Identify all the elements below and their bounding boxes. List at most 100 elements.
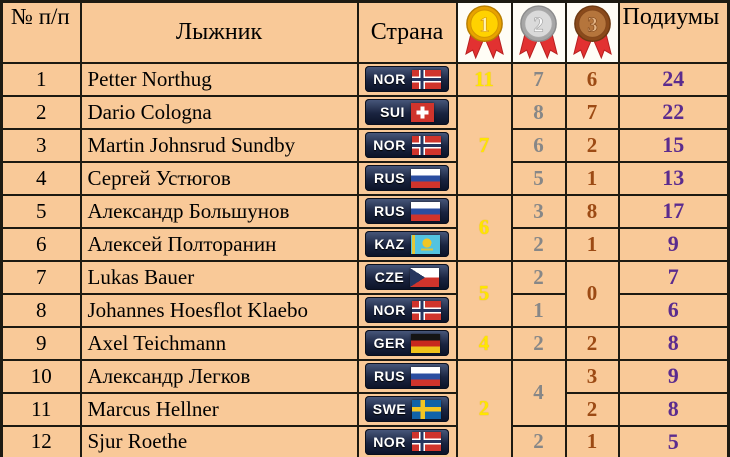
header-rank: № п/п: [0, 0, 82, 64]
cell-country: RUS: [356, 358, 458, 394]
cell-skier-name: Petter Northug: [79, 61, 359, 97]
gold-medal-number: 1: [479, 15, 489, 37]
cell-skier-name: Александр Большунов: [79, 193, 359, 229]
country-badge: SUI: [365, 99, 449, 125]
cell-bronze-count: 8: [564, 193, 620, 229]
country-badge: KAZ: [365, 231, 449, 257]
country-flag-icon: [411, 201, 441, 221]
country-badge: RUS: [365, 363, 449, 389]
header-bronze: 3: [564, 0, 620, 64]
cell-podiums-count: 24: [617, 61, 730, 97]
cell-skier-name: Алексей Полторанин: [79, 226, 359, 262]
cell-podiums-count: 8: [617, 391, 730, 427]
cell-bronze-count: 1: [564, 424, 620, 457]
cell-skier-name: Martin Johnsrud Sundby: [79, 127, 359, 163]
cell-country: NOR: [356, 127, 458, 163]
table-row: 8 Johannes Hoesflot Klaebo NOR 1 6: [0, 292, 730, 328]
country-code: CZE: [374, 269, 405, 285]
cell-podiums-count: 5: [617, 424, 730, 457]
cell-bronze-count: 2: [564, 325, 620, 361]
header-gold: 1: [455, 0, 513, 64]
bronze-medal-icon: 3: [572, 5, 612, 60]
cell-podiums-count: 22: [617, 94, 730, 130]
cell-skier-name: Marcus Hellner: [79, 391, 359, 427]
silver-medal-icon: 2: [519, 5, 558, 60]
table-row: 2 Dario Cologna SUI 7 8 7 22: [0, 94, 730, 196]
cell-skier-name: Lukas Bauer: [79, 259, 359, 295]
cell-bronze-count: 3: [564, 358, 620, 394]
cell-gold-count-merged: 2: [455, 358, 513, 457]
cell-country: NOR: [356, 292, 458, 328]
cell-rank: 5: [0, 193, 82, 229]
country-badge: SWE: [365, 396, 449, 422]
country-badge: RUS: [365, 198, 449, 224]
cell-bronze-count: 2: [564, 127, 620, 163]
country-code: KAZ: [374, 236, 405, 252]
cell-silver-count: 8: [510, 94, 567, 130]
cell-bronze-count: 1: [564, 160, 620, 196]
country-code: NOR: [373, 433, 406, 450]
country-code: SWE: [372, 401, 407, 417]
cell-rank: 2: [0, 94, 82, 130]
country-flag-icon: [411, 366, 441, 386]
cell-bronze-count: 1: [564, 226, 620, 262]
cell-podiums-count: 6: [617, 292, 730, 328]
cell-rank: 9: [0, 325, 82, 361]
cell-podiums-count: 15: [617, 127, 730, 163]
table-row: 7 Lukas Bauer CZE 5 2 0 7: [0, 259, 730, 328]
country-flag-icon: [411, 135, 441, 155]
country-flag-icon: [412, 399, 442, 419]
country-code: RUS: [373, 368, 406, 384]
country-code: RUS: [373, 170, 406, 186]
cell-podiums-count: 17: [617, 193, 730, 229]
cell-rank: 11: [0, 391, 82, 427]
country-badge: NOR: [365, 66, 449, 92]
country-badge: NOR: [365, 428, 449, 455]
table-row: 10 Александр Легков RUS 2 4 3 9: [0, 358, 730, 457]
cell-rank: 6: [0, 226, 82, 262]
table-row: 12 Sjur Roethe NOR 2 1 5: [0, 424, 730, 457]
country-badge: NOR: [365, 132, 449, 158]
cell-skier-name: Сергей Устюгов: [79, 160, 359, 196]
cell-silver-count: 2: [510, 259, 567, 295]
table-row: 6 Алексей Полторанин KAZ 2 1 9: [0, 226, 730, 262]
cell-country: KAZ: [356, 226, 458, 262]
country-code: SUI: [380, 104, 405, 120]
country-flag-icon: [411, 69, 441, 89]
country-code: NOR: [373, 71, 406, 87]
header-row: № п/п Лыжник Страна 1 2: [0, 0, 730, 64]
cell-silver-count: 2: [510, 226, 567, 262]
cell-country: NOR: [356, 61, 458, 97]
cell-gold-count-merged: 5: [455, 259, 513, 328]
cell-rank: 4: [0, 160, 82, 196]
cell-skier-name: Dario Cologna: [79, 94, 359, 130]
table-row: 1 Petter Northug NOR 11 7 6 24: [0, 61, 730, 97]
cell-rank: 12: [0, 424, 82, 457]
cell-bronze-count: 7: [564, 94, 620, 130]
cell-silver-count: 2: [510, 424, 567, 457]
table-row: 11 Marcus Hellner SWE 2 8: [0, 391, 730, 427]
cell-gold-count-merged: 7: [455, 94, 513, 196]
header-silver: 2: [510, 0, 567, 64]
country-code: NOR: [373, 137, 406, 153]
cell-country: NOR: [356, 424, 458, 457]
bronze-medal-number: 3: [587, 15, 597, 37]
country-flag-icon: [411, 168, 441, 188]
cell-silver-count: 7: [510, 61, 567, 97]
cell-silver-count: 6: [510, 127, 567, 163]
cell-bronze-count-merged: 0: [564, 259, 620, 328]
cell-bronze-count: 2: [564, 391, 620, 427]
cell-gold-count-merged: 6: [455, 193, 513, 262]
silver-medal-number: 2: [533, 15, 543, 37]
cell-gold-count: 11: [455, 61, 513, 97]
cell-country: RUS: [356, 160, 458, 196]
cell-silver-count-merged: 4: [510, 358, 567, 427]
country-flag-icon: [410, 234, 440, 254]
cell-rank: 10: [0, 358, 82, 394]
cell-rank: 8: [0, 292, 82, 328]
table-row: 3 Martin Johnsrud Sundby NOR 6 2 15: [0, 127, 730, 163]
country-badge: RUS: [365, 165, 449, 191]
table-row: 4 Сергей Устюгов RUS 5 1 13: [0, 160, 730, 196]
